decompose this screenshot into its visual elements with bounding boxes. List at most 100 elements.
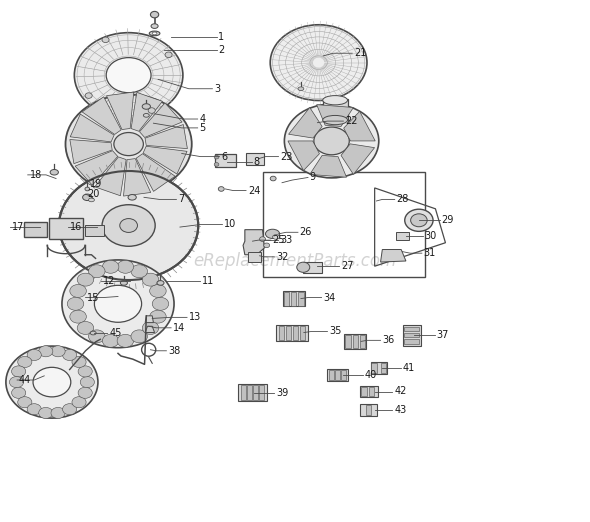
Ellipse shape xyxy=(67,298,84,310)
Polygon shape xyxy=(145,316,153,323)
Text: 32: 32 xyxy=(276,252,289,262)
Ellipse shape xyxy=(18,357,32,367)
Text: 40: 40 xyxy=(365,370,377,380)
Ellipse shape xyxy=(33,367,71,397)
Text: 29: 29 xyxy=(441,215,454,226)
Ellipse shape xyxy=(90,331,96,335)
Ellipse shape xyxy=(12,366,26,377)
Ellipse shape xyxy=(142,104,150,109)
Ellipse shape xyxy=(51,346,65,357)
Text: 13: 13 xyxy=(189,312,201,323)
Text: 18: 18 xyxy=(30,170,42,180)
Ellipse shape xyxy=(9,376,24,388)
Ellipse shape xyxy=(85,187,90,191)
Text: 11: 11 xyxy=(202,276,214,286)
Text: 25: 25 xyxy=(273,235,285,245)
Text: 2: 2 xyxy=(218,44,225,55)
Ellipse shape xyxy=(264,243,270,247)
Ellipse shape xyxy=(70,284,86,298)
Text: 23: 23 xyxy=(280,151,293,162)
Ellipse shape xyxy=(18,397,32,408)
Ellipse shape xyxy=(117,335,134,347)
Text: 36: 36 xyxy=(382,335,395,346)
Bar xyxy=(360,335,365,348)
Bar xyxy=(300,326,306,340)
Text: 27: 27 xyxy=(341,261,353,271)
Polygon shape xyxy=(381,250,406,262)
Ellipse shape xyxy=(131,265,148,278)
Ellipse shape xyxy=(151,24,158,28)
Ellipse shape xyxy=(80,376,94,388)
Bar xyxy=(371,362,387,374)
Text: 14: 14 xyxy=(173,323,185,333)
Bar xyxy=(293,326,298,340)
Text: 38: 38 xyxy=(168,346,181,356)
Polygon shape xyxy=(344,111,375,141)
Ellipse shape xyxy=(39,407,53,419)
Text: 30: 30 xyxy=(425,231,437,241)
Bar xyxy=(403,325,421,346)
Ellipse shape xyxy=(78,387,92,398)
Bar xyxy=(369,386,375,397)
Ellipse shape xyxy=(6,346,98,418)
Text: 21: 21 xyxy=(354,48,366,58)
Ellipse shape xyxy=(102,335,119,347)
Ellipse shape xyxy=(214,162,219,167)
Text: 22: 22 xyxy=(345,116,358,126)
Ellipse shape xyxy=(72,397,86,408)
Ellipse shape xyxy=(314,127,349,155)
Text: 4: 4 xyxy=(199,114,205,124)
Ellipse shape xyxy=(150,310,166,323)
Bar xyxy=(248,252,261,262)
Text: 1: 1 xyxy=(218,31,224,42)
Bar xyxy=(360,386,378,397)
Ellipse shape xyxy=(94,286,142,322)
Ellipse shape xyxy=(128,195,136,200)
Bar xyxy=(24,222,47,237)
Bar xyxy=(341,370,346,380)
Bar xyxy=(346,335,350,348)
Bar xyxy=(327,369,348,381)
Polygon shape xyxy=(289,108,322,138)
Polygon shape xyxy=(107,92,134,129)
Text: 20: 20 xyxy=(87,189,100,199)
Bar xyxy=(284,291,289,306)
Polygon shape xyxy=(143,146,187,174)
Text: 10: 10 xyxy=(224,219,237,230)
Ellipse shape xyxy=(157,281,164,285)
Bar xyxy=(323,99,348,120)
Ellipse shape xyxy=(77,273,94,286)
Ellipse shape xyxy=(405,209,433,231)
Bar xyxy=(396,232,409,240)
Polygon shape xyxy=(139,103,182,137)
Bar xyxy=(276,325,308,341)
Polygon shape xyxy=(70,139,112,163)
Text: 8: 8 xyxy=(254,157,260,167)
Ellipse shape xyxy=(117,260,134,273)
Ellipse shape xyxy=(39,346,53,357)
Ellipse shape xyxy=(12,387,26,398)
Bar xyxy=(283,291,305,306)
Ellipse shape xyxy=(120,281,127,285)
Text: 17: 17 xyxy=(12,222,24,232)
Ellipse shape xyxy=(270,25,367,101)
Text: 43: 43 xyxy=(394,405,407,415)
Ellipse shape xyxy=(150,284,166,298)
Polygon shape xyxy=(310,156,346,177)
Text: 35: 35 xyxy=(329,326,342,337)
Bar xyxy=(263,172,425,277)
Ellipse shape xyxy=(102,37,109,43)
Bar xyxy=(329,370,334,380)
Bar xyxy=(291,291,296,306)
Ellipse shape xyxy=(65,94,192,194)
Ellipse shape xyxy=(131,330,148,343)
Bar xyxy=(238,384,267,401)
Text: 12: 12 xyxy=(103,276,116,286)
Ellipse shape xyxy=(83,194,92,200)
Polygon shape xyxy=(82,97,121,135)
Bar xyxy=(404,333,419,338)
Bar xyxy=(278,326,284,340)
Ellipse shape xyxy=(143,113,149,117)
Ellipse shape xyxy=(74,33,183,117)
Bar xyxy=(246,153,264,165)
